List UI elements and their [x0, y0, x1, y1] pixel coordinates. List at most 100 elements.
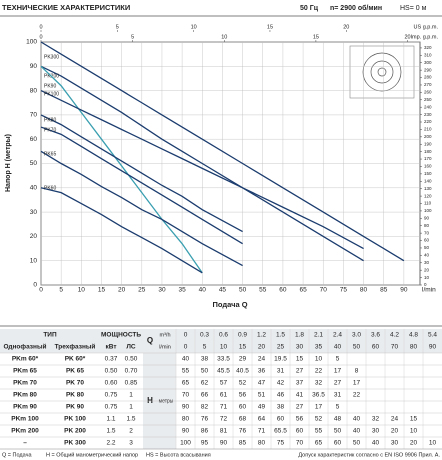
table-m3h: m³/h: [160, 332, 171, 338]
cell-value: 17: [334, 368, 342, 375]
cell: PK 100: [64, 416, 86, 423]
y2-tick-label: 150: [424, 171, 432, 176]
y-tick-label: 90: [30, 63, 38, 70]
y-axis-title: Напор H (метры): [5, 134, 12, 192]
y-tick-label: 20: [30, 233, 38, 240]
x-tick-label: 15: [98, 287, 106, 294]
cell-value: 61: [220, 392, 228, 399]
cell-value: 40: [353, 428, 361, 435]
y-tick-label: 40: [30, 185, 38, 192]
cell-value: 30: [391, 440, 399, 447]
cell: 0.85: [125, 380, 138, 387]
curve: [40, 65, 364, 262]
y2-tick-label: 260: [424, 90, 432, 95]
curve: [40, 126, 243, 245]
cell-value: 27: [296, 368, 304, 375]
q-m3h: 3.6: [371, 332, 380, 339]
y2-tick-label: 10: [424, 275, 430, 280]
table-q: Q: [147, 336, 153, 345]
q-lmin: 70: [391, 344, 399, 351]
table-head-bg: [0, 329, 442, 353]
cell-value: 100: [180, 440, 191, 447]
curve: [40, 65, 203, 274]
cell-value: 22: [315, 368, 323, 375]
curve-label: PK80: [44, 117, 56, 123]
curve-label: PK300: [44, 54, 59, 60]
cell-value: 65: [315, 440, 323, 447]
cell-value: 10: [429, 440, 437, 447]
cell-value: 57: [220, 380, 228, 387]
q-lmin: 20: [258, 344, 266, 351]
cell-value: 90: [182, 404, 190, 411]
cell: 2: [129, 428, 133, 435]
cell: PK 90: [66, 404, 84, 411]
cell-value: 17: [353, 380, 361, 387]
q-m3h: 1.8: [295, 332, 304, 339]
y2-tick-label: 220: [424, 119, 432, 124]
y2-tick-label: 50: [424, 245, 430, 250]
cell-value: 56: [296, 416, 304, 423]
cell: PK 80: [66, 392, 84, 399]
footer-item: HS = Высота всасывания: [146, 452, 211, 458]
header-title: ТЕХНИЧЕСКИЕ ХАРАКТЕРИСТИКИ: [2, 3, 130, 12]
cell-value: 90: [220, 440, 228, 447]
cell-value: 42: [277, 380, 285, 387]
y2-tick-label: 300: [424, 60, 432, 65]
footer-item: Q = Подача: [2, 452, 32, 458]
cell-value: 48: [334, 416, 342, 423]
y-tick-label: 10: [30, 257, 38, 264]
y2-tick-label: 30: [424, 260, 430, 265]
y2-tick-label: 240: [424, 104, 432, 109]
footer-item: H = Общий манометрический напор: [46, 451, 138, 458]
cell-value: 27: [296, 404, 304, 411]
cell-value: 66: [201, 392, 209, 399]
table-lmin: l/min: [159, 344, 171, 350]
x-tick-label: 0: [39, 287, 43, 294]
cell-value: 17: [315, 404, 323, 411]
q-m3h: 0.6: [219, 332, 228, 339]
cell-value: 36: [258, 368, 266, 375]
x-unit: l/min: [422, 287, 436, 294]
cell-value: 55: [315, 428, 323, 435]
cell: PK 300: [64, 440, 86, 447]
cell-value: 80: [182, 416, 190, 423]
cell-value: 71: [220, 404, 228, 411]
cell: PKm 200: [11, 428, 39, 435]
y2-tick-label: 250: [424, 97, 432, 102]
q-m3h: 0.3: [200, 332, 209, 339]
cell: 1.5: [106, 428, 115, 435]
x-axis-title: Подача Q: [212, 300, 247, 309]
q-lmin: 0: [184, 344, 188, 351]
cell-value: 75: [277, 440, 285, 447]
curve: [40, 150, 243, 267]
x-tick-label: 20: [118, 287, 126, 294]
cell: 3: [129, 440, 133, 447]
y2-tick-label: 290: [424, 67, 432, 72]
q-m3h: 4.2: [390, 332, 399, 339]
y2-tick-label: 90: [424, 216, 430, 221]
imp-gpm-tick-label: 20: [404, 34, 410, 40]
x-tick-label: 65: [299, 287, 307, 294]
cell-value: 19.5: [274, 356, 287, 363]
cell-value: 51: [258, 392, 266, 399]
curve-label: PK65: [44, 151, 56, 157]
q-lmin: 80: [410, 344, 418, 351]
curve: [40, 187, 203, 274]
y2-tick-label: 120: [424, 193, 432, 198]
cell-value: 68: [239, 416, 247, 423]
x-tick-label: 60: [279, 287, 287, 294]
table-subhead: кВт: [105, 344, 116, 351]
header-hs: HS= 0 м: [400, 5, 427, 12]
table-h-unit: метры: [159, 398, 174, 404]
cell-value: 76: [201, 416, 209, 423]
cell-value: 47: [258, 380, 266, 387]
cell-value: 60: [277, 416, 285, 423]
q-m3h: 1.5: [276, 332, 285, 339]
y2-tick-label: 100: [424, 208, 432, 213]
y2-tick-label: 170: [424, 156, 432, 161]
curve-label: PK90: [44, 83, 56, 89]
curve-label: PK60: [44, 185, 56, 191]
y2-tick-label: 180: [424, 149, 432, 154]
cell-value: 40: [353, 416, 361, 423]
y2-tick-label: 230: [424, 112, 432, 117]
